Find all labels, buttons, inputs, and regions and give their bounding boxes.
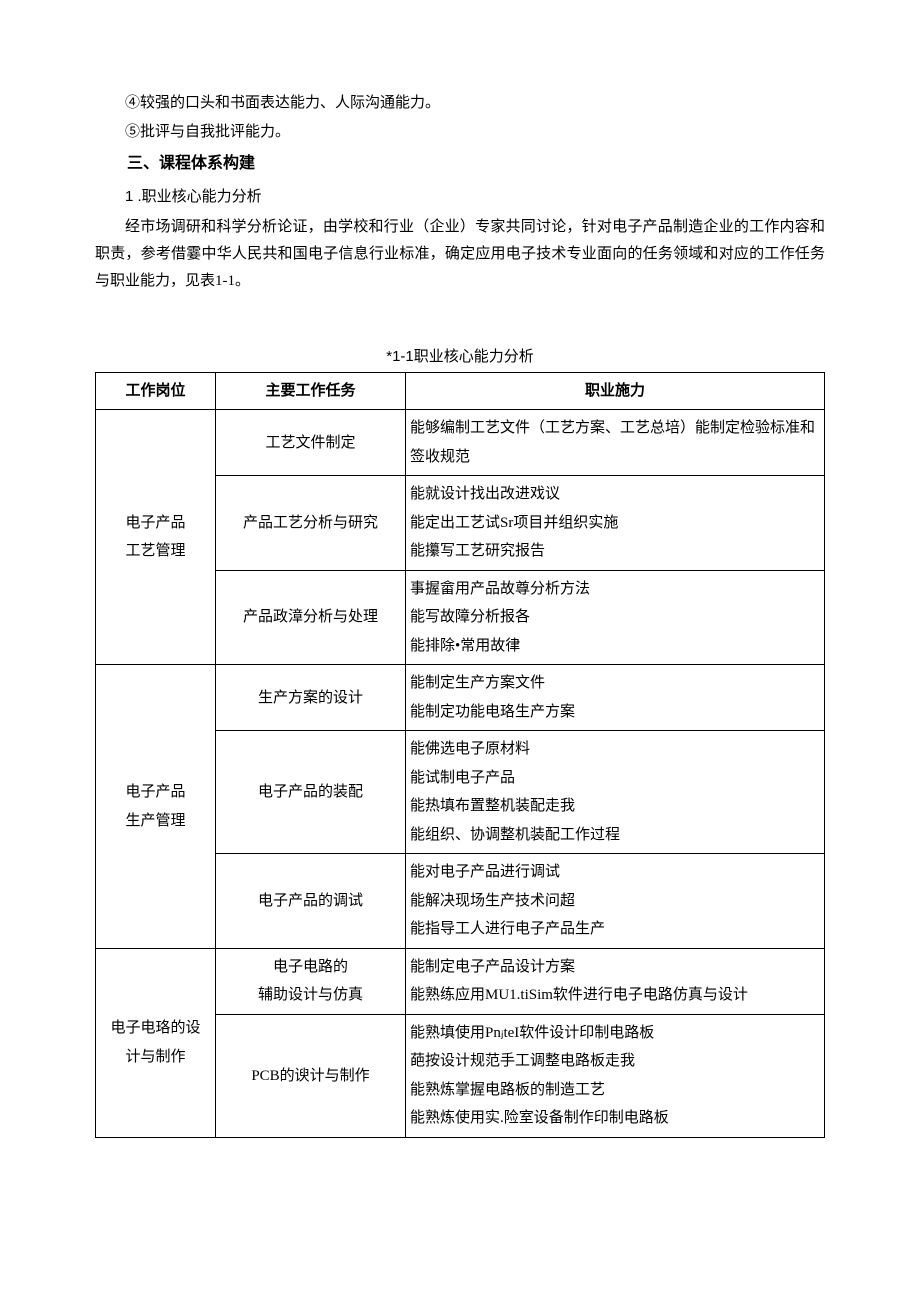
table-row: 电子电珞的设 计与制作 电子电路的 辅助设计与仿真 能制定电子产品设计方案 能熟… xyxy=(96,948,825,1014)
ability-table: 工作岗位 主要工作任务 职业施力 电子产品 工艺管理 工艺文件制定 能够编制工艺… xyxy=(95,372,825,1138)
table-header-row: 工作岗位 主要工作任务 职业施力 xyxy=(96,372,825,410)
table-row: 电子产品 工艺管理 工艺文件制定 能够编制工艺文件（工艺方案、工艺总培）能制定检… xyxy=(96,410,825,476)
ability-cell: 能佛选电子原材料 能试制电子产品 能热填布置整机装配走我 能组织、协调整机装配工… xyxy=(406,731,825,854)
ability-cell: 能制定生产方案文件 能制定功能电珞生产方案 xyxy=(406,665,825,731)
task-cell: 产品政漳分析与处理 xyxy=(216,570,406,665)
task-cell: 工艺文件制定 xyxy=(216,410,406,476)
job-cell: 电子电珞的设 计与制作 xyxy=(96,948,216,1137)
th-task: 主要工作任务 xyxy=(216,372,406,410)
task-cell: 生产方案的设计 xyxy=(216,665,406,731)
task-cell: 电子产品的装配 xyxy=(216,731,406,854)
subhead-title: .职业核心能力分析 xyxy=(133,188,261,205)
section-body: 经市场调研和科学分析论证，由学校和行业（企业）专家共同讨论，针对电子产品制造企业… xyxy=(95,214,825,295)
section-heading: 三、课程体系构建 xyxy=(95,150,825,179)
ability-cell: 事握畲用产品故尊分析方法 能写故障分析报各 能排除•常用故律 xyxy=(406,570,825,665)
ability-cell: 能制定电子产品设计方案 能熟练应用MU1.tiSim软件进行电子电路仿真与设计 xyxy=(406,948,825,1014)
intro-line-4: ④较强的口头和书面表达能力、人际沟通能力。 xyxy=(95,90,825,117)
job-cell: 电子产品 工艺管理 xyxy=(96,410,216,665)
task-cell: PCB的谀计与制作 xyxy=(216,1014,406,1137)
ability-cell: 能就设计找出改进戏议 能定出工艺试Sr项目并组织实施 能攥写工艺研究报告 xyxy=(406,476,825,571)
table-row: 电子产品 生产管理 生产方案的设计 能制定生产方案文件 能制定功能电珞生产方案 xyxy=(96,665,825,731)
ability-cell: 能够编制工艺文件（工艺方案、工艺总培）能制定检验标准和签收规范 xyxy=(406,410,825,476)
ability-cell: 能对电子产品进行调试 能解决现场生产技术问超 能指导工人进行电子产品生产 xyxy=(406,854,825,949)
th-ability: 职业施力 xyxy=(406,372,825,410)
th-job: 工作岗位 xyxy=(96,372,216,410)
task-cell: 电子产品的调试 xyxy=(216,854,406,949)
section-subheading: 1 .职业核心能力分析 xyxy=(95,183,825,210)
task-cell: 电子电路的 辅助设计与仿真 xyxy=(216,948,406,1014)
task-cell: 产品工艺分析与研究 xyxy=(216,476,406,571)
table-caption: *1-1职业核心能力分析 xyxy=(95,343,825,370)
ability-cell: 能熟填使用PnⱼteI软件设计印制电路板 葩按设计规范手工调整电路板走我 能熟炼… xyxy=(406,1014,825,1137)
intro-line-5: ⑤批评与自我批评能力。 xyxy=(95,119,825,146)
job-cell: 电子产品 生产管理 xyxy=(96,665,216,949)
